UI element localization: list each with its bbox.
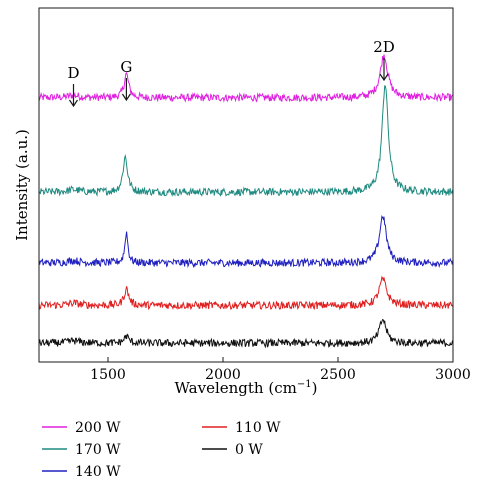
x-axis-ticks: 1500 2000 2500 3000 bbox=[90, 357, 471, 383]
legend-label-200-w: 200 W bbox=[75, 420, 121, 436]
legend: 200 W 170 W 140 W 110 W 0 W bbox=[42, 420, 281, 480]
series-line-170-w bbox=[38, 85, 454, 197]
peak-arrow-head bbox=[121, 93, 131, 102]
series-line-200-w bbox=[38, 54, 454, 103]
y-axis-title: Intensity (a.u.) bbox=[13, 129, 31, 241]
peak-arrow-head bbox=[69, 99, 78, 108]
peak-annotations: D G 2D bbox=[67, 38, 395, 108]
legend-label-0-w: 0 W bbox=[235, 442, 263, 458]
series-line-110-w bbox=[38, 275, 454, 311]
x-tick-label: 2000 bbox=[205, 367, 241, 383]
peak-label-d: D bbox=[67, 64, 79, 82]
x-axis-title-text: Wavelength (cm bbox=[175, 379, 297, 397]
x-tick-label: 3000 bbox=[435, 367, 471, 383]
series-lines bbox=[38, 54, 454, 349]
peak-label-2d: 2D bbox=[373, 38, 395, 56]
x-tick-label: 2500 bbox=[320, 367, 356, 383]
x-axis-title: Wavelength (cm−1) bbox=[175, 379, 318, 397]
legend-label-140-w: 140 W bbox=[75, 464, 121, 480]
plot-frame bbox=[38, 7, 454, 363]
x-axis-title-superscript: −1 bbox=[297, 379, 312, 390]
peak-label-g: G bbox=[120, 58, 132, 76]
x-tick-label: 1500 bbox=[90, 367, 126, 383]
peak-arrow-head bbox=[379, 73, 389, 82]
series-line-140-w bbox=[38, 214, 454, 269]
x-axis-title-close: ) bbox=[312, 379, 318, 397]
legend-label-170-w: 170 W bbox=[75, 442, 121, 458]
legend-label-110-w: 110 W bbox=[235, 420, 281, 436]
series-line-0-w bbox=[38, 318, 454, 349]
